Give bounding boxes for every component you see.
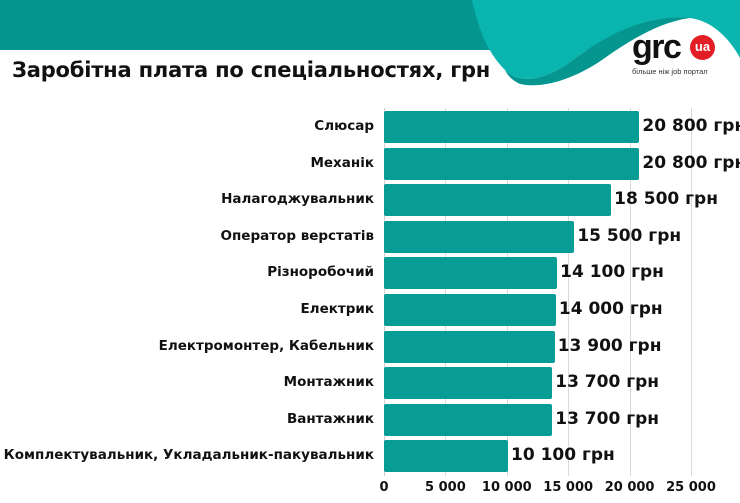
category-label: Електрик	[300, 301, 374, 317]
chart-title: Заробітна плата по спеціальностях, грн	[12, 58, 491, 82]
x-tick-label: 0	[379, 480, 389, 495]
bar-value-label: 13 700 грн	[555, 408, 660, 429]
category-label: Слюсар	[314, 118, 374, 134]
header-wave-decoration	[472, 0, 740, 100]
bar[interactable]	[384, 257, 558, 290]
grid-line	[630, 108, 631, 476]
grid-line	[568, 108, 569, 476]
bar-value-label: 18 500 грн	[614, 189, 718, 210]
bar[interactable]	[384, 403, 553, 436]
logo-wordmark: grc	[632, 28, 682, 66]
category-label: Комплектувальник, Укладальник-пакувальни…	[3, 447, 374, 464]
bar-value-label: 15 500 грн	[577, 225, 682, 246]
bar[interactable]	[384, 184, 612, 217]
bar-value-label: 20 800 грн	[642, 152, 740, 173]
x-tick-label: 20 000	[604, 480, 655, 495]
grid-line	[445, 108, 446, 476]
category-label: Оператор верстатів	[220, 227, 375, 244]
x-tick-label: 15 000	[543, 480, 594, 495]
grid-line	[507, 108, 508, 476]
bar[interactable]	[384, 367, 553, 400]
y-axis-line	[384, 108, 385, 476]
bar-value-label: 14 100 грн	[560, 262, 664, 283]
category-label: Електромонтер, Кабельник	[158, 337, 374, 354]
bar[interactable]	[384, 220, 575, 253]
category-label: Вантажник	[286, 410, 374, 427]
x-tick-label: 25 000	[666, 480, 716, 495]
grc-logo[interactable]: grc ua більше ніж job портал	[630, 28, 730, 79]
category-label: Механік	[310, 154, 374, 171]
category-label: Монтажник	[283, 374, 374, 391]
bar[interactable]	[384, 440, 509, 473]
logo-tagline: більше ніж job портал	[632, 67, 708, 76]
grid-line	[691, 108, 692, 476]
bar[interactable]	[384, 294, 556, 326]
logo-ua-badge: ua	[690, 35, 715, 60]
bar[interactable]	[384, 330, 555, 363]
category-label: Налагоджувальник	[221, 191, 374, 208]
category-label: Різноробочий	[267, 264, 374, 281]
bar-value-label: 13 900 грн	[557, 335, 662, 356]
x-tick-label: 10 000	[481, 480, 532, 495]
bar-value-label: 20 800 грн	[642, 116, 740, 136]
bar[interactable]	[384, 147, 640, 180]
bar-value-label: 10 100 грн	[511, 445, 615, 466]
bar-value-label: 14 000 грн	[558, 299, 663, 319]
x-tick-label: 5 000	[425, 480, 466, 495]
bar-value-label: 13 700 грн	[555, 372, 660, 393]
bar[interactable]	[384, 111, 640, 143]
